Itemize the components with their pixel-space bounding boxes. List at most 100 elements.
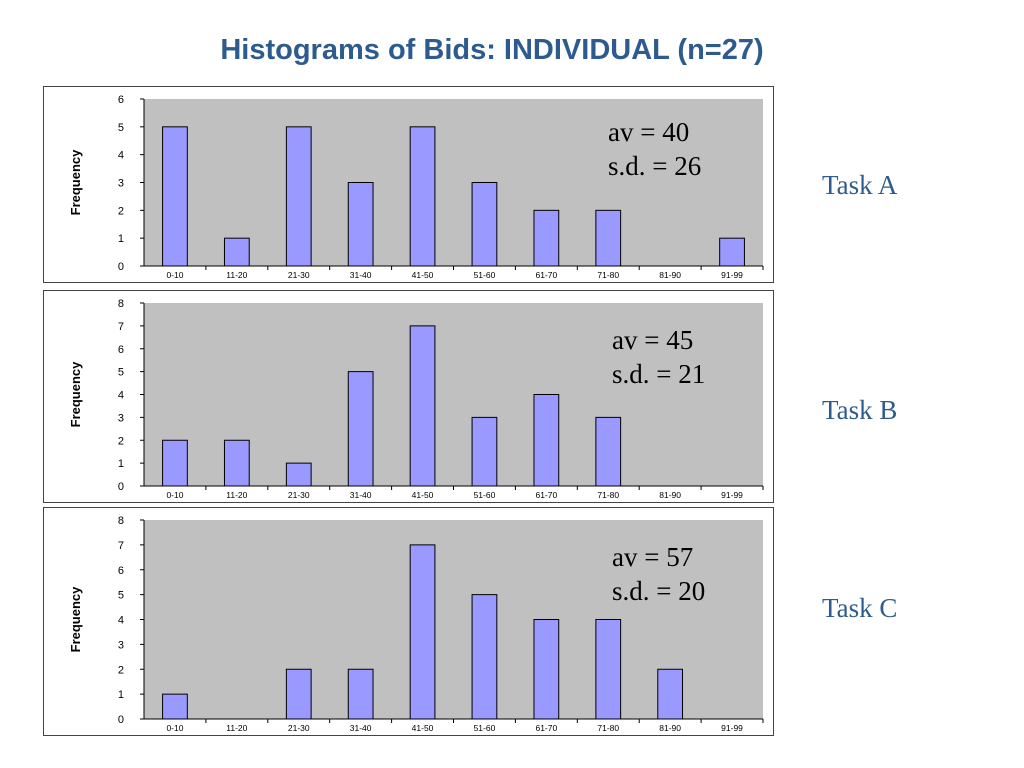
x-tick-label: 61-70 (535, 723, 557, 733)
y-tick-label: 0 (118, 714, 124, 726)
bar (409, 325, 436, 487)
histogram-chart-task-c: 0 1 2 3 4 5 6 7 8 Frequency 0-10 11-20 21-30 31-40 41-… (68, 515, 764, 733)
x-tick-label: 51-60 (474, 270, 496, 280)
task-label-c: Task C (822, 593, 898, 623)
x-tick-label: 61-70 (535, 270, 557, 280)
y-tick-label: 6 (118, 94, 124, 106)
y-tick-label: 5 (118, 122, 124, 134)
stats-task-c: av = 57 s.d. = 20 (612, 540, 705, 608)
y-tick-label: 3 (118, 412, 124, 424)
bar (285, 462, 312, 487)
y-tick-label: 2 (118, 205, 124, 217)
histogram-chart-task-a: 0 1 2 3 4 5 6 Frequency 0-10 11-20 21-30 31-40 41-50… (68, 94, 764, 280)
x-tick-label: 91-99 (721, 490, 743, 500)
y-tick-label: 0 (118, 481, 124, 493)
y-tick-label: 5 (118, 590, 124, 602)
y-tick-label: 2 (118, 664, 124, 676)
bar (595, 619, 622, 720)
std-dev-text: s.d. = 21 (612, 359, 706, 389)
average-text: av = 40 (608, 117, 690, 147)
y-tick-label: 5 (118, 367, 124, 379)
x-tick-label: 91-99 (721, 270, 743, 280)
bar (471, 416, 498, 487)
x-tick-label: 41-50 (412, 490, 434, 500)
x-tick-label: 51-60 (474, 723, 496, 733)
x-tick-label: 41-50 (412, 723, 434, 733)
y-axis-label: Frequency (68, 361, 83, 428)
x-tick-label: 11-20 (226, 490, 247, 500)
bar (533, 394, 560, 487)
y-tick-label: 1 (118, 458, 124, 470)
y-tick-label: 4 (118, 390, 124, 402)
bar (657, 668, 684, 720)
x-tick-label: 31-40 (350, 490, 372, 500)
x-tick-label: 11-20 (226, 270, 247, 280)
x-tick-label: 61-70 (535, 490, 557, 500)
y-tick-label: 7 (118, 540, 124, 552)
x-tick-label: 0-10 (166, 723, 183, 733)
std-dev-text: s.d. = 20 (612, 576, 706, 606)
x-tick-label: 31-40 (350, 270, 372, 280)
bar (223, 439, 250, 487)
y-tick-label: 2 (118, 435, 124, 447)
x-tick-label: 81-90 (659, 723, 681, 733)
bar (409, 544, 436, 720)
task-label-b: Task B (822, 395, 898, 425)
y-tick-label: 1 (118, 233, 124, 245)
y-tick-label: 6 (118, 565, 124, 577)
y-tick-label: 3 (118, 639, 124, 651)
bar (162, 693, 188, 720)
y-tick-label: 3 (118, 178, 124, 190)
bar (285, 668, 312, 720)
histogram-panel-task-c: 0 1 2 3 4 5 6 7 8 Frequency 0-10 11-20 21-30 31-40 41-… (43, 507, 774, 736)
x-tick-label: 21-30 (288, 723, 310, 733)
x-tick-label: 21-30 (288, 270, 310, 280)
x-tick-label: 11-20 (226, 723, 247, 733)
stats-task-b: av = 45 s.d. = 21 (612, 323, 705, 391)
x-tick-label: 0-10 (166, 490, 183, 500)
y-tick-label: 7 (118, 321, 124, 333)
x-tick-label: 71-80 (597, 723, 619, 733)
x-tick-label: 41-50 (412, 270, 434, 280)
bar (347, 668, 374, 720)
x-tick-label: 51-60 (474, 490, 496, 500)
y-tick-label: 8 (118, 298, 124, 310)
y-axis-label: Frequency (68, 586, 83, 653)
y-axis-label: Frequency (68, 149, 83, 216)
x-tick-label: 0-10 (166, 270, 183, 280)
x-tick-label: 91-99 (721, 723, 743, 733)
bar (347, 182, 374, 267)
bar (595, 416, 622, 487)
bar (471, 594, 498, 720)
bar (533, 619, 560, 720)
bar (533, 209, 560, 267)
stats-task-a: av = 40 s.d. = 26 (608, 115, 701, 183)
histogram-panel-task-a: 0 1 2 3 4 5 6 Frequency 0-10 11-20 21-30 31-40 41-50… (43, 86, 774, 283)
y-tick-label: 8 (118, 515, 124, 527)
y-tick-label: 0 (118, 261, 124, 273)
task-label-a: Task A (822, 170, 898, 200)
slide-title: Histograms of Bids: INDIVIDUAL (n=27) (220, 34, 764, 66)
x-tick-label: 71-80 (597, 270, 619, 280)
bar (409, 126, 436, 267)
y-tick-label: 4 (118, 150, 124, 162)
average-text: av = 57 (612, 542, 694, 572)
y-tick-label: 1 (118, 689, 124, 701)
x-tick-label: 21-30 (288, 490, 310, 500)
average-text: av = 45 (612, 325, 694, 355)
bar (471, 182, 498, 267)
histogram-panel-task-b: 0 1 2 3 4 5 6 7 8 Frequency 0-10 11-20 21-30 31-40 41-… (43, 290, 774, 503)
std-dev-text: s.d. = 26 (608, 151, 702, 181)
bar (347, 371, 374, 487)
histogram-chart-task-b: 0 1 2 3 4 5 6 7 8 Frequency 0-10 11-20 21-30 31-40 41-… (68, 298, 764, 500)
x-tick-label: 71-80 (597, 490, 619, 500)
bar (162, 439, 188, 487)
x-tick-label: 81-90 (659, 490, 681, 500)
y-tick-label: 4 (118, 615, 124, 627)
bar (285, 126, 312, 267)
bar (162, 126, 188, 267)
bar (595, 209, 622, 267)
y-tick-label: 6 (118, 344, 124, 356)
x-tick-label: 31-40 (350, 723, 372, 733)
bar (223, 237, 250, 267)
